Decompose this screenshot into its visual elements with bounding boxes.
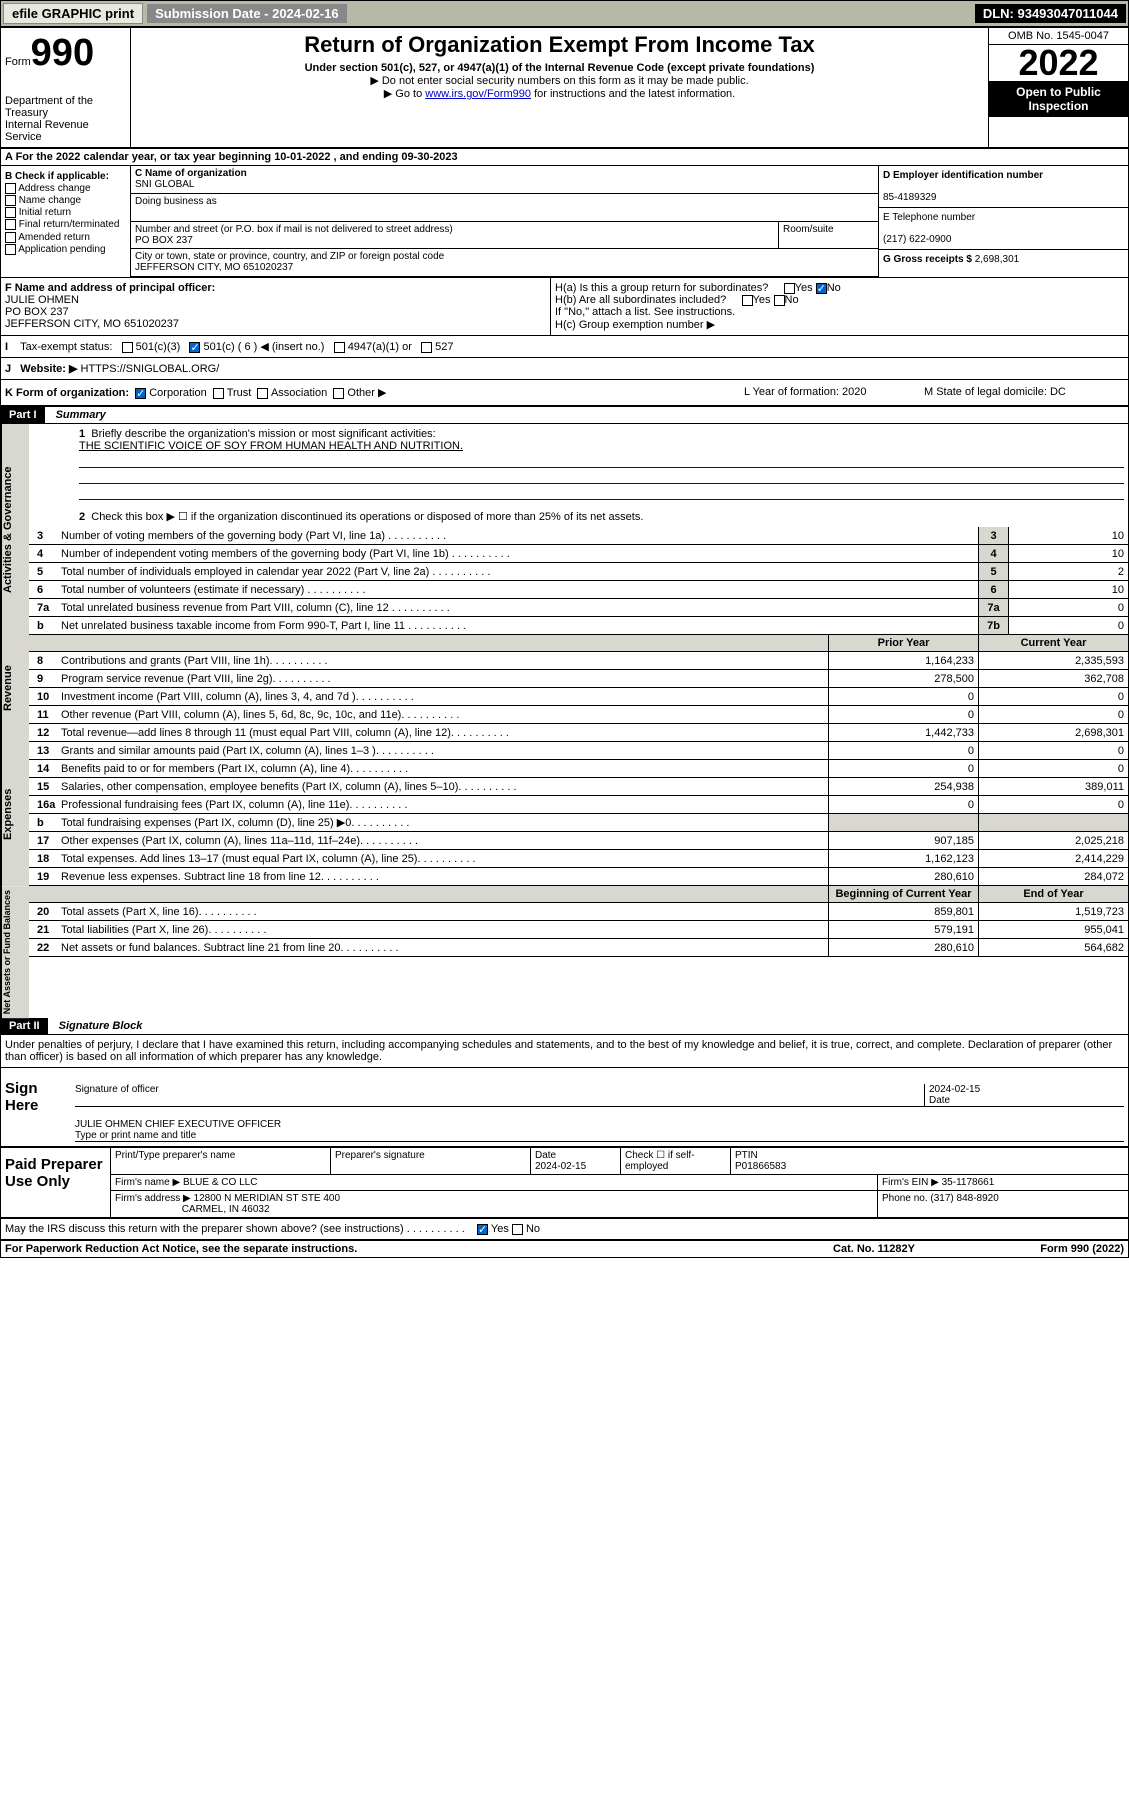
side-net: Net Assets or Fund Balances xyxy=(1,886,29,1018)
table-row: 13Grants and similar amounts paid (Part … xyxy=(29,742,1128,760)
table-row: 22Net assets or fund balances. Subtract … xyxy=(29,939,1128,957)
dln: DLN: 93493047011044 xyxy=(975,4,1126,23)
city-box: City or town, state or province, country… xyxy=(131,249,878,277)
submission-date: Submission Date - 2024-02-16 xyxy=(147,4,347,23)
tax-exempt-status: I Tax-exempt status: 501(c)(3) 501(c) ( … xyxy=(1,335,1128,358)
ssn-note: ▶ Do not enter social security numbers o… xyxy=(135,74,984,87)
penalties-text: Under penalties of perjury, I declare th… xyxy=(1,1035,1128,1068)
officer-sig-label: Signature of officer xyxy=(75,1084,924,1106)
table-row: 20Total assets (Part X, line 16)859,8011… xyxy=(29,903,1128,921)
table-row: bNet unrelated business taxable income f… xyxy=(29,617,1128,635)
side-expenses: Expenses xyxy=(1,742,29,886)
table-row: 6Total number of volunteers (estimate if… xyxy=(29,581,1128,599)
goto-note: ▶ Go to www.irs.gov/Form990 for instruct… xyxy=(135,87,984,100)
form-number: Form990 xyxy=(5,32,126,75)
firm-name: Firm's name ▶ BLUE & CO LLC xyxy=(111,1175,878,1190)
table-row: 17Other expenses (Part IX, column (A), l… xyxy=(29,832,1128,850)
footer: For Paperwork Reduction Act Notice, see … xyxy=(1,1241,1128,1257)
table-row: 7aTotal unrelated business revenue from … xyxy=(29,599,1128,617)
part2-header: Part II xyxy=(1,1018,48,1034)
efile-print-button[interactable]: efile GRAPHIC print xyxy=(3,3,143,24)
gross-receipts: G Gross receipts $ 2,698,301 xyxy=(879,250,1128,269)
website-row: J Website: ▶ HTTPS://SNIGLOBAL.ORG/ xyxy=(1,358,1128,380)
table-row: 19Revenue less expenses. Subtract line 1… xyxy=(29,868,1128,886)
mission-block: 1 Briefly describe the organization's mi… xyxy=(29,424,1128,506)
top-toolbar: efile GRAPHIC print Submission Date - 20… xyxy=(0,0,1129,27)
firm-ein: Firm's EIN ▶ 35-1178661 xyxy=(878,1175,1128,1190)
irs-label: Internal Revenue Service xyxy=(5,119,126,143)
q2: 2 Check this box ▶ ☐ if the organization… xyxy=(29,506,1128,527)
street-box: Number and street (or P.O. box if mail i… xyxy=(131,222,778,249)
table-row: 15Salaries, other compensation, employee… xyxy=(29,778,1128,796)
irs-link[interactable]: www.irs.gov/Form990 xyxy=(425,88,531,100)
table-row: 4Number of independent voting members of… xyxy=(29,545,1128,563)
form-990: Form990 Department of the Treasury Inter… xyxy=(0,27,1129,1258)
room-box: Room/suite xyxy=(778,222,878,249)
table-row: 14Benefits paid to or for members (Part … xyxy=(29,760,1128,778)
sign-here-label: Sign Here xyxy=(1,1068,71,1146)
part2-title: Signature Block xyxy=(51,1018,151,1034)
form-title: Return of Organization Exempt From Incom… xyxy=(135,32,984,58)
table-row: 9Program service revenue (Part VIII, lin… xyxy=(29,670,1128,688)
col-b-checkboxes: B Check if applicable: Address change Na… xyxy=(1,166,131,277)
prep-name: Print/Type preparer's name xyxy=(111,1148,331,1174)
dept-treasury: Department of the Treasury xyxy=(5,95,126,119)
table-row: 12Total revenue—add lines 8 through 11 (… xyxy=(29,724,1128,742)
table-row: 8Contributions and grants (Part VIII, li… xyxy=(29,652,1128,670)
tax-year: 2022 xyxy=(989,45,1128,81)
phone-box: E Telephone number (217) 622-0900 xyxy=(879,208,1128,250)
form-subtitle: Under section 501(c), 527, or 4947(a)(1)… xyxy=(135,62,984,74)
self-emp: Check ☐ if self-employed xyxy=(621,1148,731,1174)
table-row: 18Total expenses. Add lines 13–17 (must … xyxy=(29,850,1128,868)
row-k: K Form of organization: Corporation Trus… xyxy=(1,380,1128,407)
principal-officer: F Name and address of principal officer:… xyxy=(1,278,551,335)
firm-addr: Firm's address ▶ 12800 N MERIDIAN ST STE… xyxy=(111,1191,878,1217)
table-row: 11Other revenue (Part VIII, column (A), … xyxy=(29,706,1128,724)
table-row: 16aProfessional fundraising fees (Part I… xyxy=(29,796,1128,814)
group-return: H(a) Is this a group return for subordin… xyxy=(551,278,1128,335)
firm-phone: Phone no. (317) 848-8920 xyxy=(878,1191,1128,1217)
side-governance: Activities & Governance xyxy=(1,424,29,635)
part1-header: Part I xyxy=(1,407,45,423)
table-row: bTotal fundraising expenses (Part IX, co… xyxy=(29,814,1128,832)
paid-preparer-label: Paid Preparer Use Only xyxy=(1,1148,111,1217)
officer-name: JULIE OHMEN CHIEF EXECUTIVE OFFICERType … xyxy=(75,1119,1124,1141)
table-row: 5Total number of individuals employed in… xyxy=(29,563,1128,581)
prep-date: Date2024-02-15 xyxy=(531,1148,621,1174)
table-row: 21Total liabilities (Part X, line 26)579… xyxy=(29,921,1128,939)
prep-sig: Preparer's signature xyxy=(331,1148,531,1174)
side-revenue: Revenue xyxy=(1,635,29,742)
ein-box: D Employer identification number 85-4189… xyxy=(879,166,1128,208)
part1-title: Summary xyxy=(48,407,114,423)
ptin: PTINP01866583 xyxy=(731,1148,1128,1174)
open-inspection: Open to Public Inspection xyxy=(989,81,1128,117)
row-a-tax-year: A For the 2022 calendar year, or tax yea… xyxy=(1,149,1128,166)
discuss-row: May the IRS discuss this return with the… xyxy=(1,1219,1128,1241)
table-row: 10Investment income (Part VIII, column (… xyxy=(29,688,1128,706)
begin-end-header: Beginning of Current Year End of Year xyxy=(29,886,1128,903)
sign-date: 2024-02-15Date xyxy=(924,1084,1124,1106)
org-name-box: C Name of organization SNI GLOBAL xyxy=(131,166,878,194)
prior-current-header: Prior Year Current Year xyxy=(29,635,1128,652)
dba-box: Doing business as xyxy=(131,194,878,222)
table-row: 3Number of voting members of the governi… xyxy=(29,527,1128,545)
